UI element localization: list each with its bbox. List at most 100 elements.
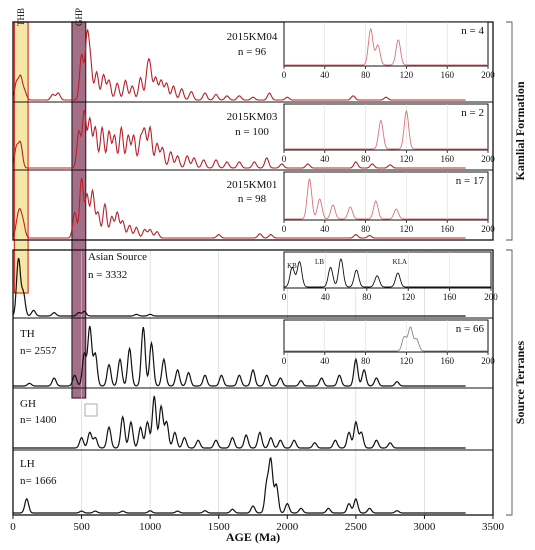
panel-name: 2015KM01: [227, 179, 278, 191]
panel-n-label: n = 96: [238, 46, 267, 58]
inset-frame: [283, 319, 489, 353]
panel-name: LH: [20, 458, 35, 470]
panel-n-label: n = 100: [235, 126, 269, 138]
band-label-thb: THB: [16, 8, 26, 26]
inset-tick-label: 0: [282, 224, 287, 234]
panel-name: 2015KM03: [227, 111, 278, 123]
x-tick-label: 0: [10, 521, 16, 533]
group-frame-kamlial: [12, 21, 494, 241]
inset-tick-label: 120: [401, 292, 415, 302]
panel-n-label: n = 98: [238, 193, 267, 205]
inset-tick-label: 200: [484, 292, 498, 302]
inset-series-line: [284, 28, 488, 66]
inset-tick-label: 40: [321, 292, 331, 302]
inset-n-label: n = 17: [456, 175, 485, 187]
panel-2015km01: 2015KM01 n = 98: [12, 177, 466, 239]
x-tick-label: 3000: [413, 521, 436, 533]
inset-tick-label: 120: [400, 154, 414, 164]
x-tick-label: 3500: [482, 521, 505, 533]
series-line-2015km03: [12, 109, 466, 169]
x-tick-label: 1500: [208, 521, 231, 533]
series-line-2015km01: [12, 177, 466, 239]
inset-tick-label: 0: [282, 356, 287, 366]
series-line-th: [13, 325, 466, 387]
inset-series-line: [284, 177, 488, 220]
inset-tick-label: 80: [361, 356, 371, 366]
inset-tick-label: 200: [481, 70, 495, 80]
panel-2015km04: 2015KM04 n = 96: [12, 28, 466, 101]
series-line-lh: [13, 456, 466, 514]
x-axis: 0 500 1000 1500 2000 2500 3000 3500 AGE (Ma): [10, 515, 505, 544]
panel-gh: GH n= 1400: [13, 395, 466, 449]
inset-2015km01: 0 40 80 120 160 200 n = 17: [282, 171, 495, 234]
inset-tick-label: 160: [440, 224, 454, 234]
x-tick-label: 500: [73, 521, 90, 533]
inset-tick-label: 0: [282, 292, 287, 302]
inset-tick-label: 120: [400, 356, 414, 366]
panel-n-label: n= 1666: [20, 475, 57, 487]
inset-asian-source: 0 40 80 120 160 200 KB LB KLA: [282, 251, 498, 302]
x-tick-label: 2500: [345, 521, 368, 533]
inset-charts: 0 40 80 120 160 200 n = 4 0 40 80 120 160 200 n = 2 0 4…: [282, 21, 498, 366]
x-tick-label: 1000: [139, 521, 162, 533]
panel-name: 2015KM04: [227, 31, 278, 43]
group-bracket: [506, 21, 513, 241]
grid-lines: [81, 250, 494, 515]
inset-tick-label: 80: [362, 292, 372, 302]
inset-th: 0 40 80 120 160 200 n = 66: [282, 319, 495, 366]
panel-n-label: n= 1400: [20, 414, 57, 426]
panel-th: TH n= 2557: [13, 325, 466, 387]
panel-2015km03: 2015KM03 n = 100: [12, 109, 466, 169]
inset-tick-label: 160: [440, 154, 454, 164]
inset-series-line: [284, 326, 488, 352]
x-tick-label: 2000: [276, 521, 299, 533]
inset-tick-label: 0: [282, 70, 287, 80]
inset-tick-label: 80: [361, 70, 371, 80]
panel-asian-source: Asian Source n = 3332: [12, 251, 466, 317]
inset-2015km03: 0 40 80 120 160 200 n = 2: [282, 103, 495, 164]
panel-name: Asian Source: [88, 251, 147, 263]
inset-series-line: [283, 258, 491, 288]
panel-lh: LH n= 1666: [13, 456, 466, 514]
panel-frames: [12, 21, 494, 516]
panel-n-label: n= 2557: [20, 345, 57, 357]
panels-layer: 2015KM04 n = 96 2015KM03 n = 100 2015KM01 n =…: [12, 28, 466, 514]
group-brackets: Kamlial Formation Source Terranes: [506, 21, 527, 516]
inset-source-label: KLA: [393, 258, 407, 266]
group-label: Kamlial Formation: [513, 81, 527, 180]
inset-tick-label: 80: [361, 224, 371, 234]
x-axis-label: AGE (Ma): [226, 530, 280, 544]
series-line-asian-source: [12, 257, 466, 317]
inset-tick-label: 120: [400, 70, 414, 80]
inset-n-label: n = 66: [456, 323, 485, 335]
inset-tick-label: 200: [481, 224, 495, 234]
inset-n-label: n = 4: [461, 25, 484, 37]
inset-tick-label: 200: [481, 154, 495, 164]
inset-source-label: KB: [287, 262, 297, 270]
inset-frame: [283, 103, 489, 151]
series-line-2015km04: [12, 28, 466, 101]
inset-tick-label: 0: [282, 154, 287, 164]
inset-tick-label: 160: [440, 70, 454, 80]
inset-frame: [283, 21, 489, 67]
group-bracket: [506, 249, 513, 516]
inset-tick-label: 40: [320, 154, 330, 164]
inset-tick-label: 160: [443, 292, 457, 302]
inset-n-label: n = 2: [461, 107, 484, 119]
inset-tick-label: 80: [361, 154, 371, 164]
inset-tick-label: 160: [440, 356, 454, 366]
inset-series-line: [284, 109, 488, 150]
inset-tick-label: 120: [400, 224, 414, 234]
inset-tick-label: 40: [320, 356, 330, 366]
inset-frame: [283, 171, 489, 221]
inset-tick-label: 200: [481, 356, 495, 366]
band-thb: [13, 21, 29, 294]
group-label: Source Terranes: [513, 340, 527, 424]
inset-source-label: LB: [315, 258, 324, 266]
panel-name: TH: [20, 328, 35, 340]
band-label-ghp: GHP: [74, 8, 84, 26]
panel-n-label: n = 3332: [88, 269, 127, 281]
group-frame-source: [12, 249, 494, 516]
marker-box: [84, 403, 98, 417]
